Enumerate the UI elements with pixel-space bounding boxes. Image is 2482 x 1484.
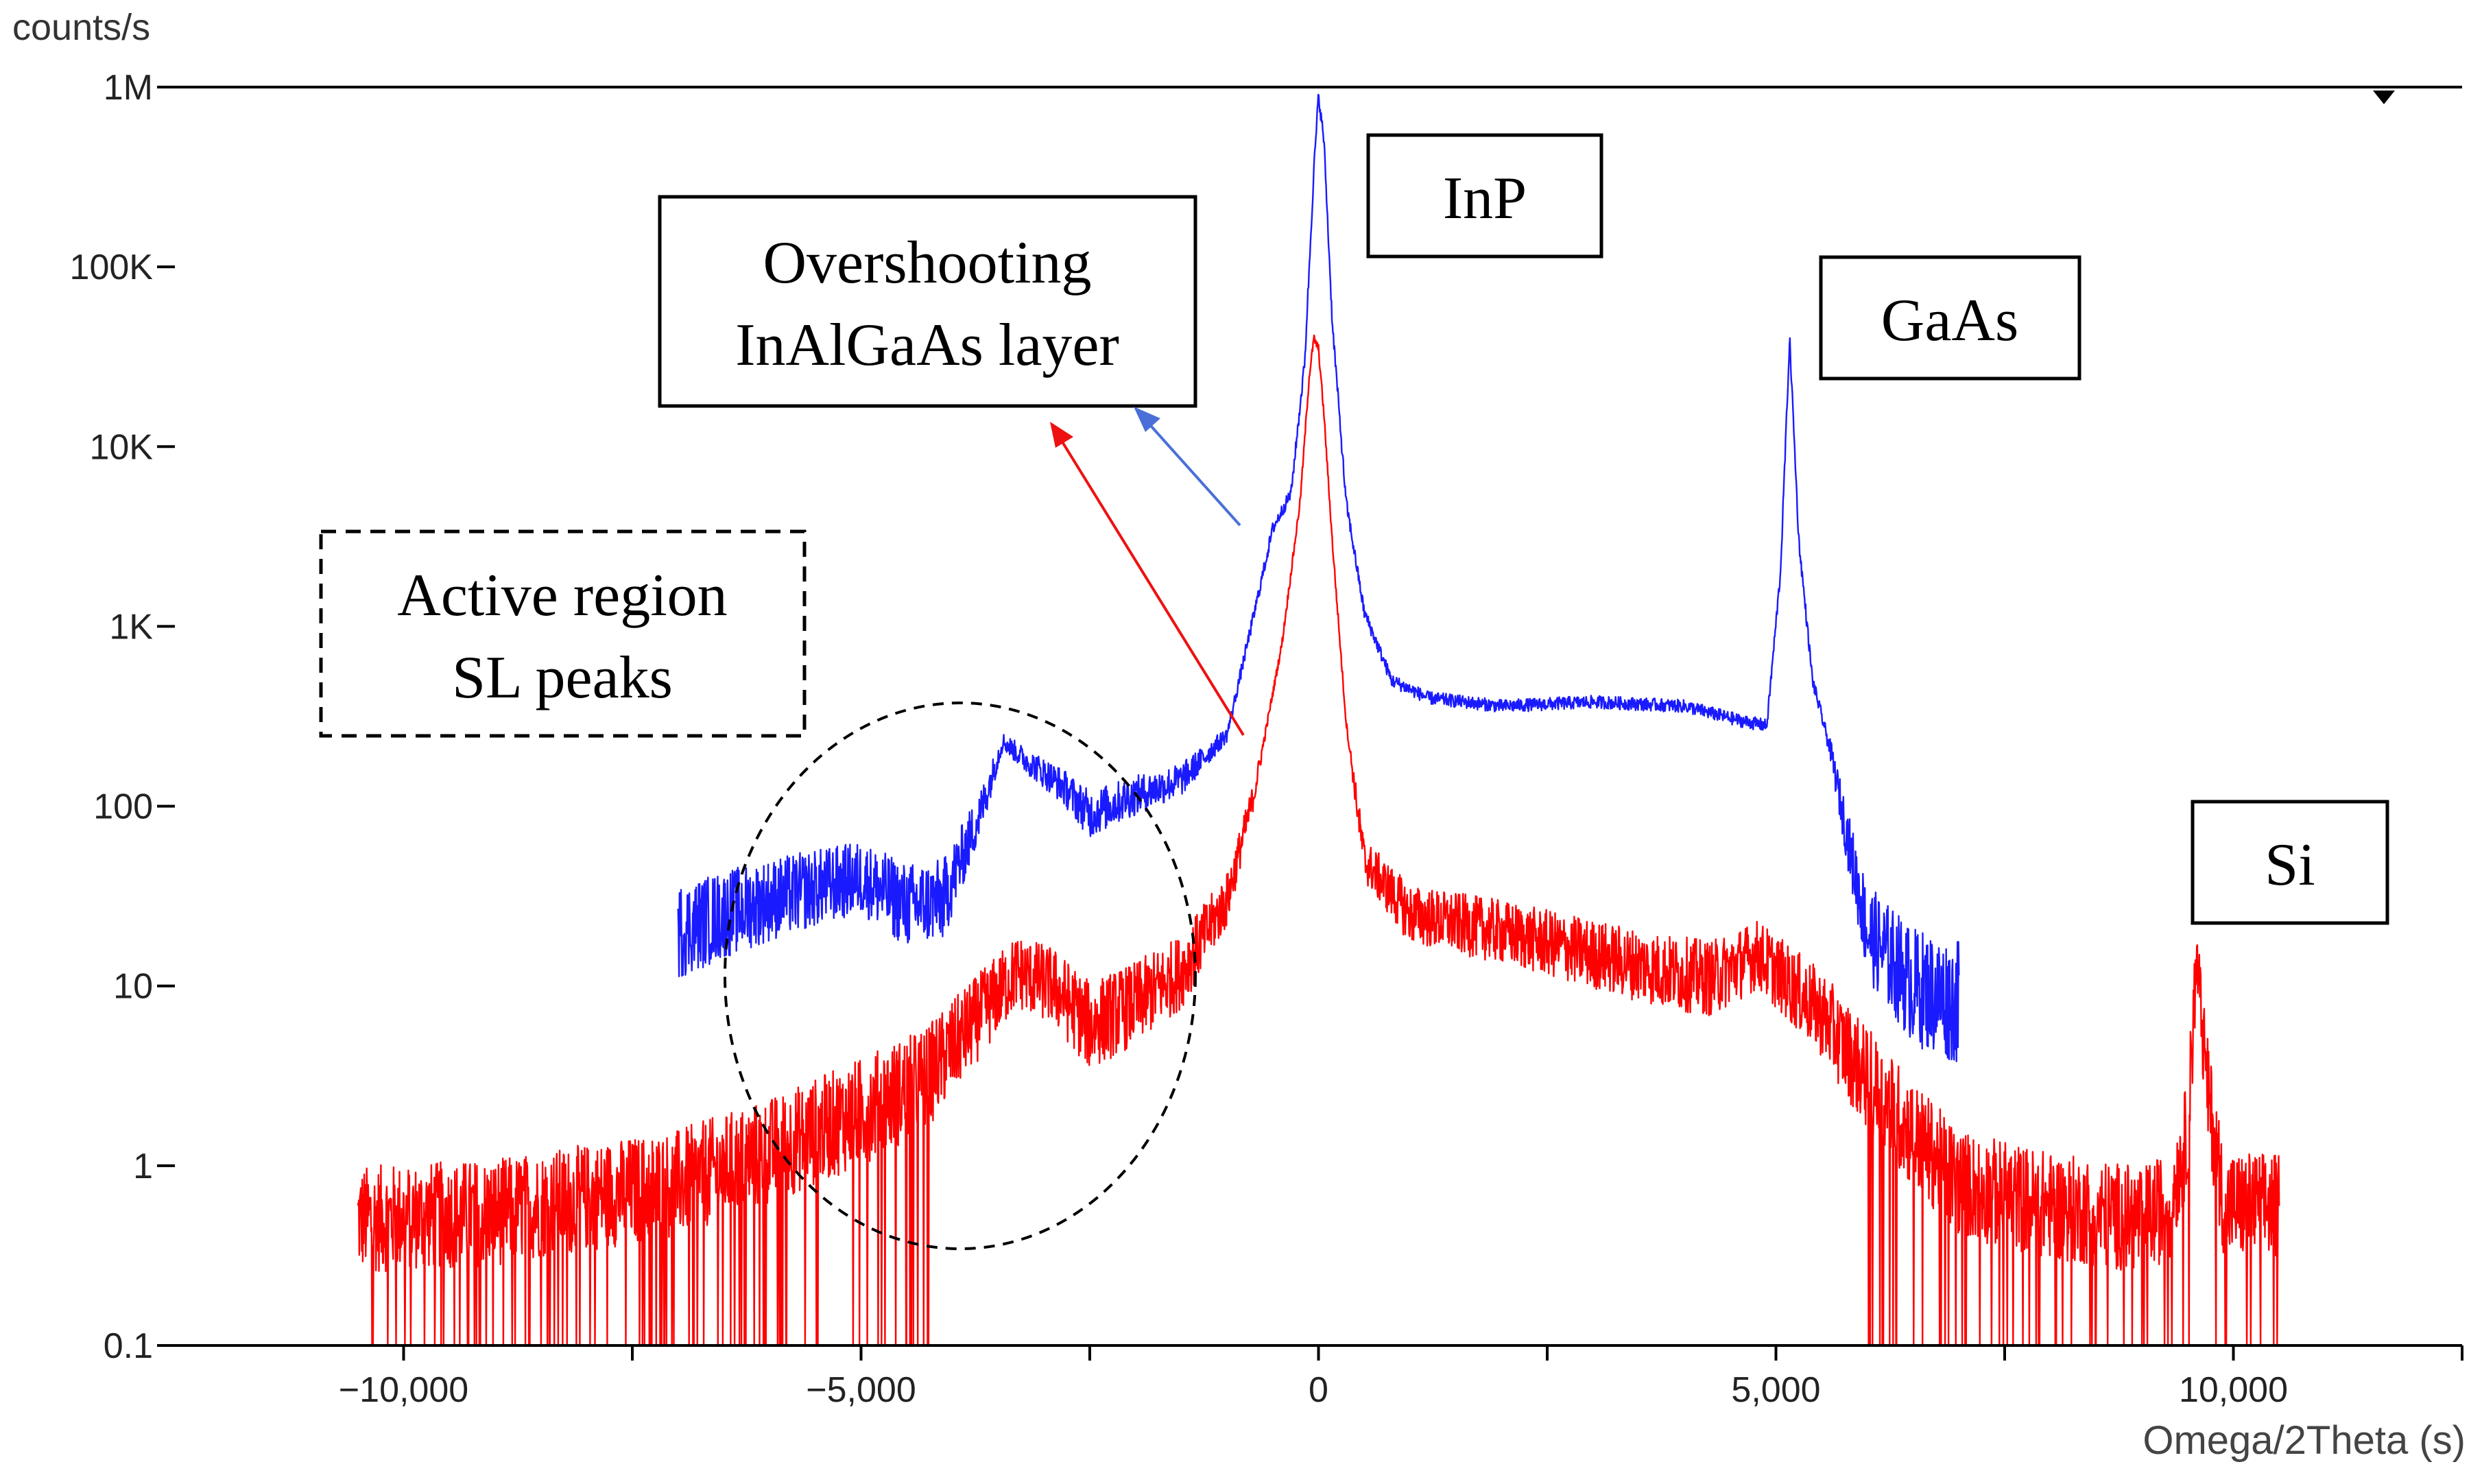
red-scan-line <box>357 334 2280 1347</box>
blue-arrow-head <box>1134 407 1160 432</box>
inp-label: InP <box>1443 165 1527 232</box>
x-tick-label: −10,000 <box>339 1370 468 1410</box>
si-annotation: Si <box>2191 800 2389 925</box>
x-tick-label: 10,000 <box>2179 1370 2288 1410</box>
y-axis-unit-label: counts/s <box>12 7 150 48</box>
blue-arrow-line <box>1144 418 1241 527</box>
axes-layer: counts/s Omega/2Theta (s) 0.1 1 10 100 1K 10K… <box>12 7 2466 1463</box>
active-region-label-line2: SL peaks <box>452 645 673 711</box>
y-tick-label: 10K <box>89 427 153 467</box>
series-layer <box>357 93 2280 1347</box>
y-tick-label: 1M <box>104 68 153 108</box>
annotation-layer: InP GaAs Si Overshooting InAlGaAs layer … <box>319 133 2389 1250</box>
x-tick-label: 5,000 <box>1731 1370 1820 1410</box>
y-tick-label: 10 <box>113 967 153 1007</box>
x-axis-title: Omega/2Theta (s) <box>2143 1418 2466 1463</box>
si-label-box <box>2191 800 2389 925</box>
overshoot-annotation: Overshooting InAlGaAs layer <box>658 195 1197 408</box>
gaas-label: GaAs <box>1881 287 2018 354</box>
x-tick-label: −5,000 <box>806 1370 916 1410</box>
y-tick-label: 1 <box>133 1147 153 1186</box>
si-label: Si <box>2265 832 2315 898</box>
sl-peaks-dashed-ellipse <box>724 702 1197 1250</box>
x-tick-label: 0 <box>1309 1370 1328 1410</box>
y-tick-label: 100 <box>93 787 153 827</box>
y-tick-label: 0.1 <box>104 1326 153 1366</box>
active-region-annotation: Active region SL peaks <box>319 529 807 738</box>
active-region-label-line1: Active region <box>397 562 727 629</box>
gaas-label-box <box>1819 255 2081 381</box>
blue-scan-line <box>677 93 1960 1062</box>
y-tick-label: 1K <box>109 607 153 647</box>
red-arrow-line <box>1058 436 1245 737</box>
inp-label-box <box>1366 133 1603 259</box>
top-right-marker <box>2373 91 2395 104</box>
inp-annotation: InP <box>1366 133 1603 259</box>
active-region-label-box <box>319 529 807 738</box>
red-arrow-head <box>1050 422 1073 448</box>
gaas-annotation: GaAs <box>1819 255 2081 381</box>
y-tick-label: 100K <box>70 248 154 287</box>
overshoot-label-line2: InAlGaAs layer <box>735 312 1119 379</box>
overshoot-label-line1: Overshooting <box>763 230 1091 296</box>
overshoot-label-box <box>658 195 1197 408</box>
